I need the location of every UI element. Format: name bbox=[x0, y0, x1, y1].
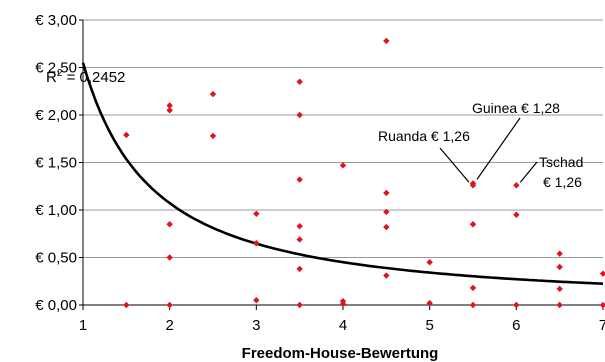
data-point bbox=[123, 301, 130, 309]
data-point bbox=[469, 182, 477, 189]
data-point bbox=[209, 90, 217, 98]
y-tick-label: € 0,50 bbox=[35, 250, 77, 267]
y-tick-label: € 0,00 bbox=[35, 297, 77, 314]
annotation-tschad-line1: Tschad bbox=[539, 154, 583, 170]
data-point bbox=[296, 301, 303, 309]
y-tick-label: € 1,50 bbox=[35, 155, 77, 172]
x-tick-label: 4 bbox=[339, 317, 347, 334]
annotation-guinea: Guinea € 1,28 bbox=[472, 100, 560, 116]
r-squared-value: = 0,2452 bbox=[62, 69, 125, 86]
x-tick-label: 5 bbox=[425, 317, 433, 334]
data-point bbox=[469, 301, 477, 309]
x-tick-label: 6 bbox=[512, 317, 520, 334]
data-point bbox=[123, 131, 130, 139]
data-point bbox=[296, 265, 303, 273]
data-point bbox=[383, 223, 390, 231]
y-tick-label: € 1,00 bbox=[35, 202, 77, 219]
data-point bbox=[166, 221, 173, 228]
data-point bbox=[253, 297, 260, 304]
data-point bbox=[556, 285, 563, 293]
data-point bbox=[209, 132, 217, 140]
data-point bbox=[513, 211, 520, 218]
data-point bbox=[296, 222, 303, 230]
y-tick-label: € 2,50 bbox=[35, 60, 77, 77]
r-squared-sup: 2 bbox=[57, 68, 63, 79]
trendline bbox=[81, 62, 604, 285]
data-point bbox=[383, 37, 390, 45]
annotation-pointer bbox=[439, 147, 470, 183]
data-point bbox=[166, 102, 173, 109]
data-point bbox=[339, 300, 347, 308]
data-point bbox=[513, 182, 520, 189]
x-tick-label: 2 bbox=[165, 317, 173, 334]
data-point bbox=[599, 301, 605, 309]
x-tick-label: 1 bbox=[79, 317, 87, 334]
data-point bbox=[556, 301, 563, 309]
y-axis-ticks: € 0,00 € 0,50 € 1,00 € 1,50 € 2,00 € 2,50 € 3,… bbox=[35, 12, 83, 314]
x-axis-label: Freedom-House-Bewertung bbox=[242, 345, 439, 362]
r-squared-label: R2 = 0,2452 bbox=[46, 68, 125, 86]
data-point bbox=[296, 176, 303, 183]
annotation-ruanda: Ruanda € 1,26 bbox=[378, 128, 470, 144]
data-point bbox=[556, 250, 563, 257]
data-point bbox=[426, 259, 433, 266]
data-point bbox=[253, 210, 260, 217]
data-point bbox=[426, 299, 433, 307]
data-point bbox=[383, 189, 390, 197]
data-point bbox=[469, 284, 477, 292]
y-tick-label: € 2,00 bbox=[35, 107, 77, 124]
annotation-pointer bbox=[519, 161, 538, 183]
data-point bbox=[166, 301, 173, 309]
data-point bbox=[383, 272, 390, 279]
x-tick-label: 3 bbox=[252, 317, 260, 334]
data-point bbox=[513, 301, 520, 309]
data-point bbox=[253, 240, 260, 247]
data-point bbox=[339, 162, 347, 169]
data-point bbox=[296, 78, 303, 85]
data-points bbox=[123, 37, 605, 309]
x-tick-label: 7 bbox=[599, 317, 605, 334]
data-point bbox=[296, 236, 303, 243]
x-axis-ticks: 1 2 3 4 5 6 7 bbox=[79, 305, 605, 334]
data-point bbox=[469, 221, 477, 228]
data-point bbox=[556, 263, 563, 271]
annotation-tschad-line2: € 1,26 bbox=[543, 174, 582, 190]
r-squared-prefix: R bbox=[46, 69, 57, 86]
data-point bbox=[383, 208, 390, 216]
data-point bbox=[166, 254, 173, 261]
data-point bbox=[166, 107, 173, 114]
data-point bbox=[296, 111, 303, 119]
data-point bbox=[599, 270, 605, 277]
y-tick-label: € 3,00 bbox=[35, 12, 77, 29]
annotation-pointer bbox=[476, 117, 521, 180]
